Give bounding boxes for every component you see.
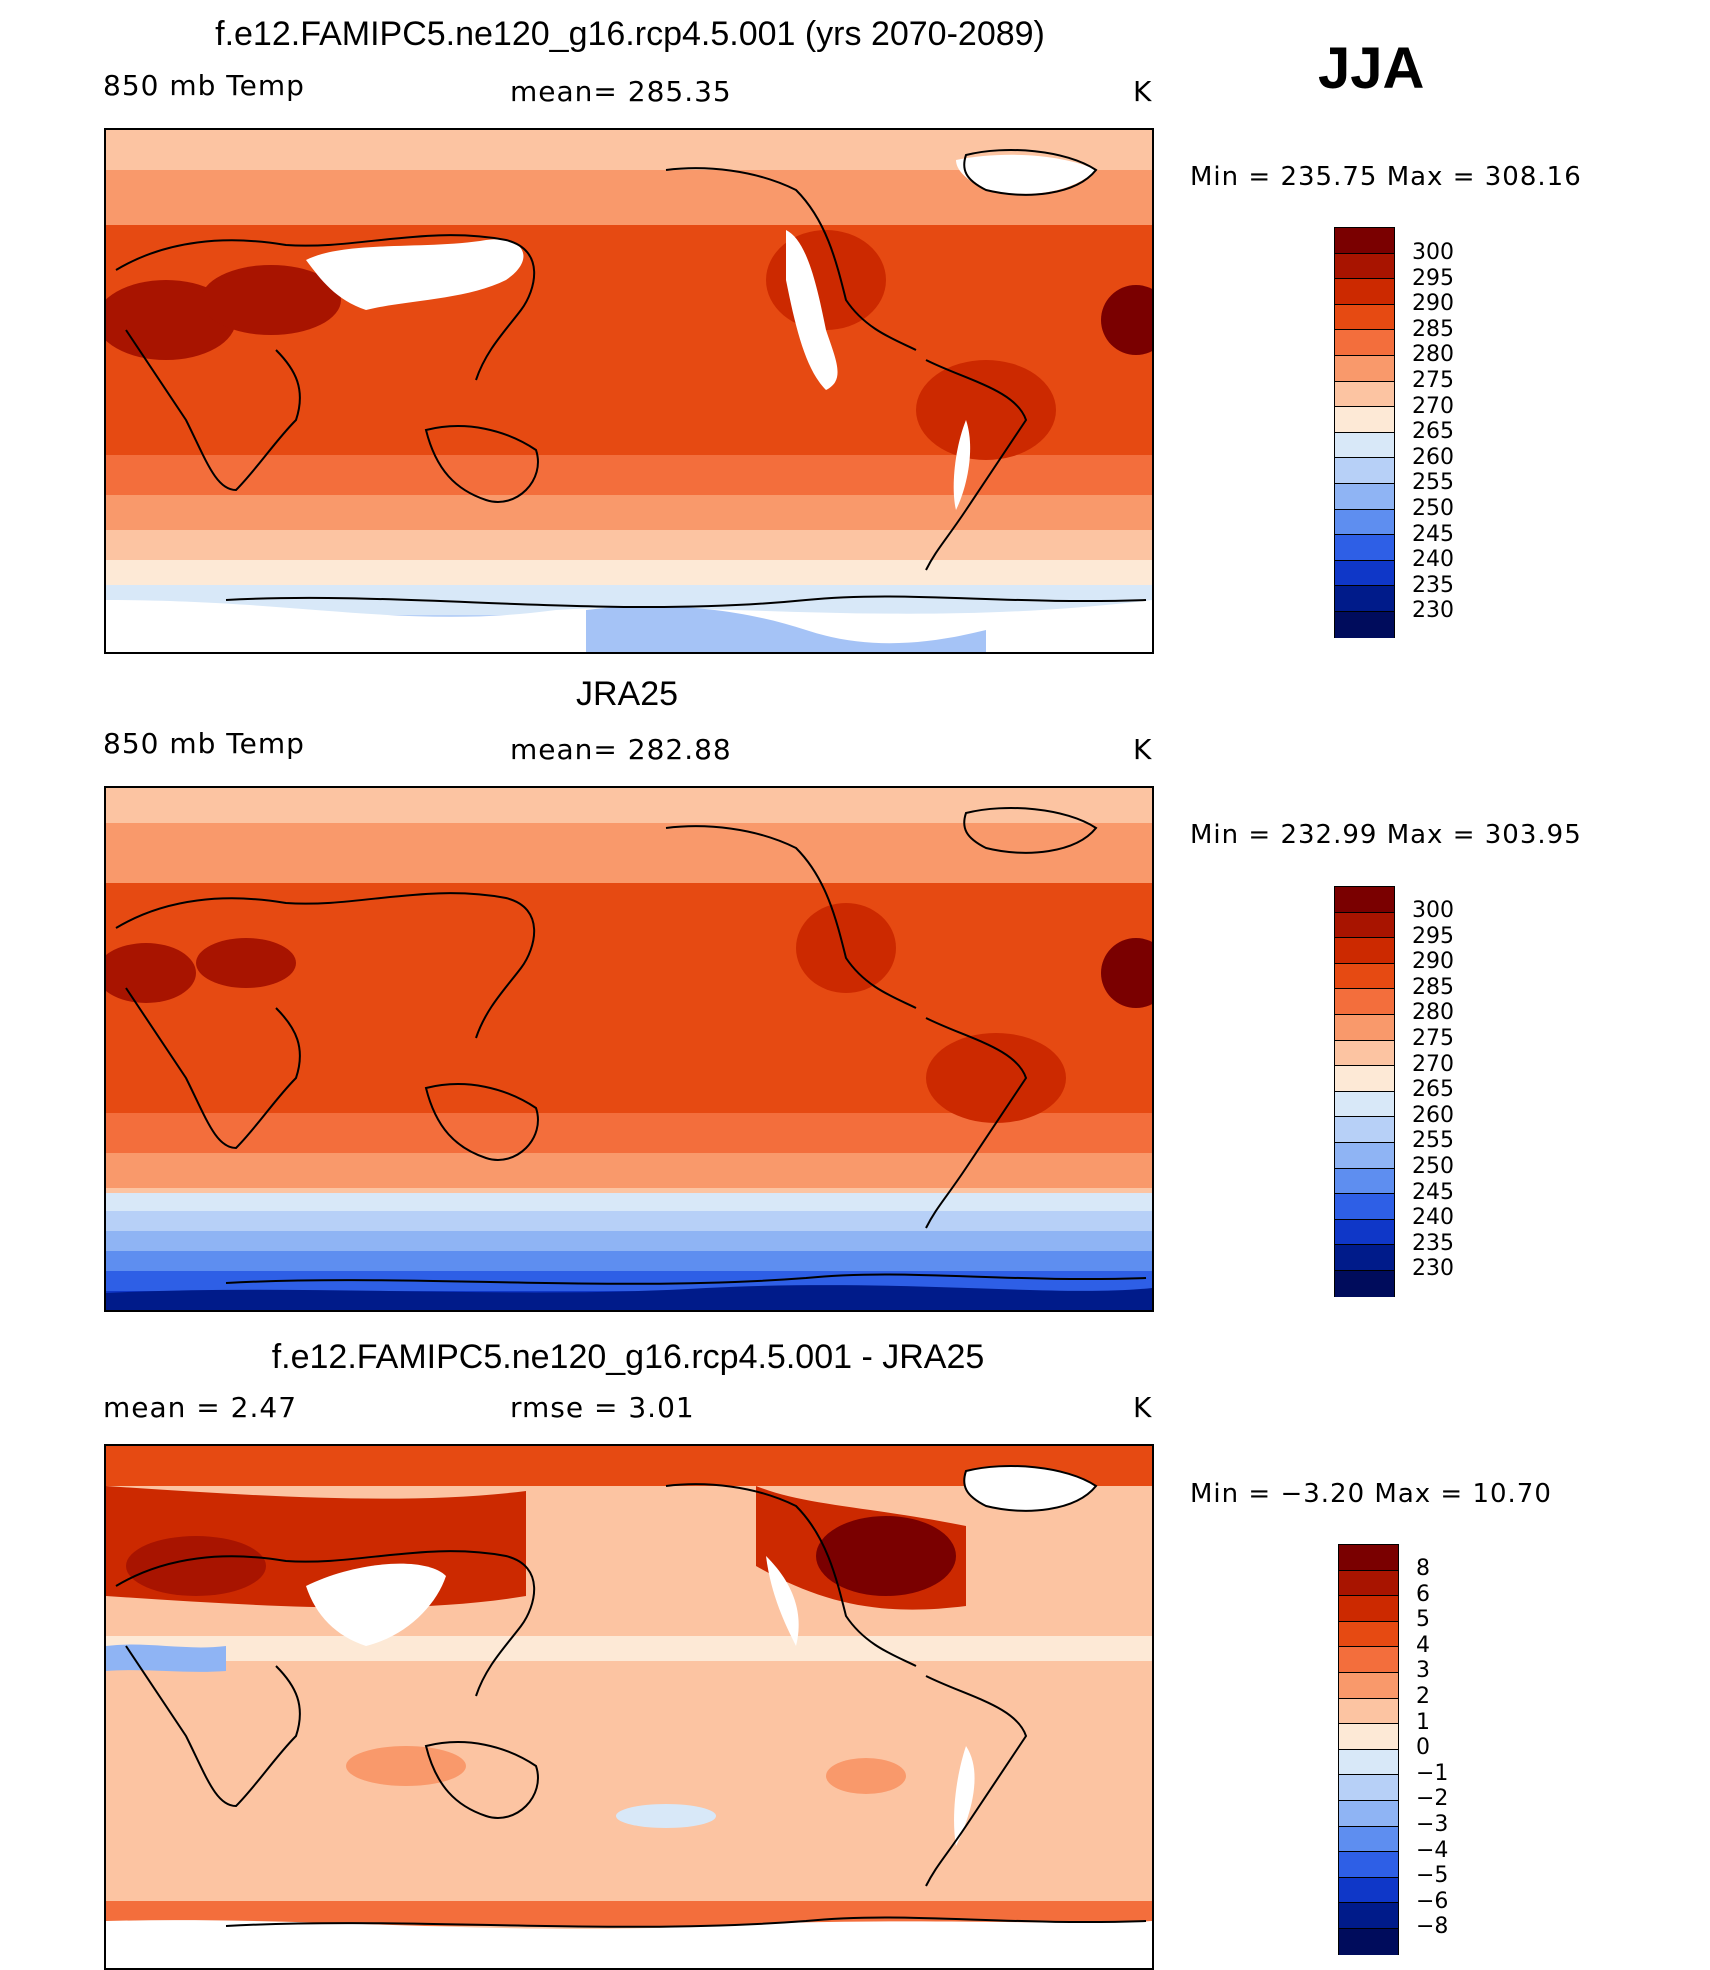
panel1-colorbar-labels: 300 295 290 285 280 275 270 265 260 255 …: [1412, 242, 1472, 642]
cb1-label: 245: [1412, 521, 1454, 547]
cb1-label: 255: [1412, 470, 1454, 496]
season-label: JJA: [1318, 36, 1425, 101]
cb3-label: −2: [1416, 1786, 1449, 1812]
cb3-label: −6: [1416, 1888, 1449, 1914]
cb3-label: −3: [1416, 1812, 1449, 1837]
cb3-label: 5: [1416, 1607, 1430, 1633]
cb2-label: 270: [1412, 1051, 1454, 1077]
cb1-label: 300: [1412, 240, 1454, 265]
panel3-colorbar-labels: 8 6 5 4 3 2 1 0 −1 −2 −3 −4 −5 −6 −8: [1416, 1558, 1476, 1958]
cb3-label: 6: [1416, 1581, 1430, 1607]
panel2-minmax-label: Min = 232.99 Max = 303.95: [1190, 820, 1582, 850]
cb2-label: 230: [1412, 1256, 1454, 1282]
cb3-label: −1: [1416, 1760, 1449, 1786]
panel2-mean-label: mean= 282.88: [510, 733, 732, 766]
cb1-label: 265: [1412, 419, 1454, 445]
cb2-label: 240: [1412, 1205, 1454, 1231]
cb2-label: 255: [1412, 1128, 1454, 1154]
panel1-title: f.e12.FAMIPC5.ne120_g16.rcp4.5.001 (yrs …: [215, 15, 1045, 53]
panel2-colorbar-labels: 300 295 290 285 280 275 270 265 260 255 …: [1412, 900, 1472, 1300]
cb2-label: 295: [1412, 923, 1454, 949]
cb3-label: 1: [1416, 1709, 1430, 1735]
cb2-label: 290: [1412, 949, 1454, 975]
cb2-label: 265: [1412, 1077, 1454, 1103]
cb1-label: 270: [1412, 393, 1454, 419]
cb1-label: 240: [1412, 547, 1454, 573]
cb1-label: 280: [1412, 342, 1454, 368]
panel3-mean-label: mean = 2.47: [103, 1391, 298, 1424]
cb3-label: 2: [1416, 1684, 1430, 1709]
cb1-label: 285: [1412, 316, 1454, 342]
panel1-colorbar: [1334, 227, 1395, 638]
cb3-label: 0: [1416, 1735, 1430, 1761]
panel1-mean-label: mean= 285.35: [510, 75, 732, 108]
cb1-label: 230: [1412, 598, 1454, 624]
panel2-map: [104, 786, 1154, 1312]
panel3-minmax-label: Min = −3.20 Max = 10.70: [1190, 1479, 1552, 1509]
panel3-rmse-label: rmse = 3.01: [510, 1391, 695, 1424]
panel1-variable-label: 850 mb Temp: [103, 69, 305, 102]
panel1-map: [104, 128, 1154, 654]
cb2-label: 285: [1412, 974, 1454, 1000]
cb1-label: 250: [1412, 496, 1454, 521]
cb2-label: 245: [1412, 1179, 1454, 1205]
cb3-label: 3: [1416, 1658, 1430, 1684]
panel2-colorbar: [1334, 886, 1395, 1297]
cb1-label: 295: [1412, 265, 1454, 291]
cb3-label: −8: [1416, 1914, 1449, 1940]
cb3-label: −4: [1416, 1837, 1449, 1863]
panel1-units-label: K: [1133, 75, 1153, 108]
cb1-label: 290: [1412, 291, 1454, 317]
cb3-label: −5: [1416, 1863, 1449, 1889]
panel3-units-label: K: [1133, 1391, 1153, 1424]
panel3-title: f.e12.FAMIPC5.ne120_g16.rcp4.5.001 - JRA…: [271, 1338, 985, 1376]
panel1-minmax-label: Min = 235.75 Max = 308.16: [1190, 162, 1582, 192]
cb2-label: 300: [1412, 898, 1454, 923]
cb1-label: 260: [1412, 444, 1454, 470]
cb2-label: 260: [1412, 1102, 1454, 1128]
cb2-label: 235: [1412, 1230, 1454, 1256]
panel3-map: [104, 1444, 1154, 1970]
panel3-colorbar: [1338, 1544, 1399, 1955]
cb2-label: 280: [1412, 1000, 1454, 1026]
cb1-label: 275: [1412, 368, 1454, 393]
cb2-label: 250: [1412, 1154, 1454, 1179]
panel2-variable-label: 850 mb Temp: [103, 727, 305, 760]
cb2-label: 275: [1412, 1026, 1454, 1051]
cb1-label: 235: [1412, 572, 1454, 598]
cb3-label: 8: [1416, 1556, 1430, 1581]
cb3-label: 4: [1416, 1632, 1430, 1658]
panel2-title: JRA25: [575, 675, 679, 713]
panel2-units-label: K: [1133, 733, 1153, 766]
